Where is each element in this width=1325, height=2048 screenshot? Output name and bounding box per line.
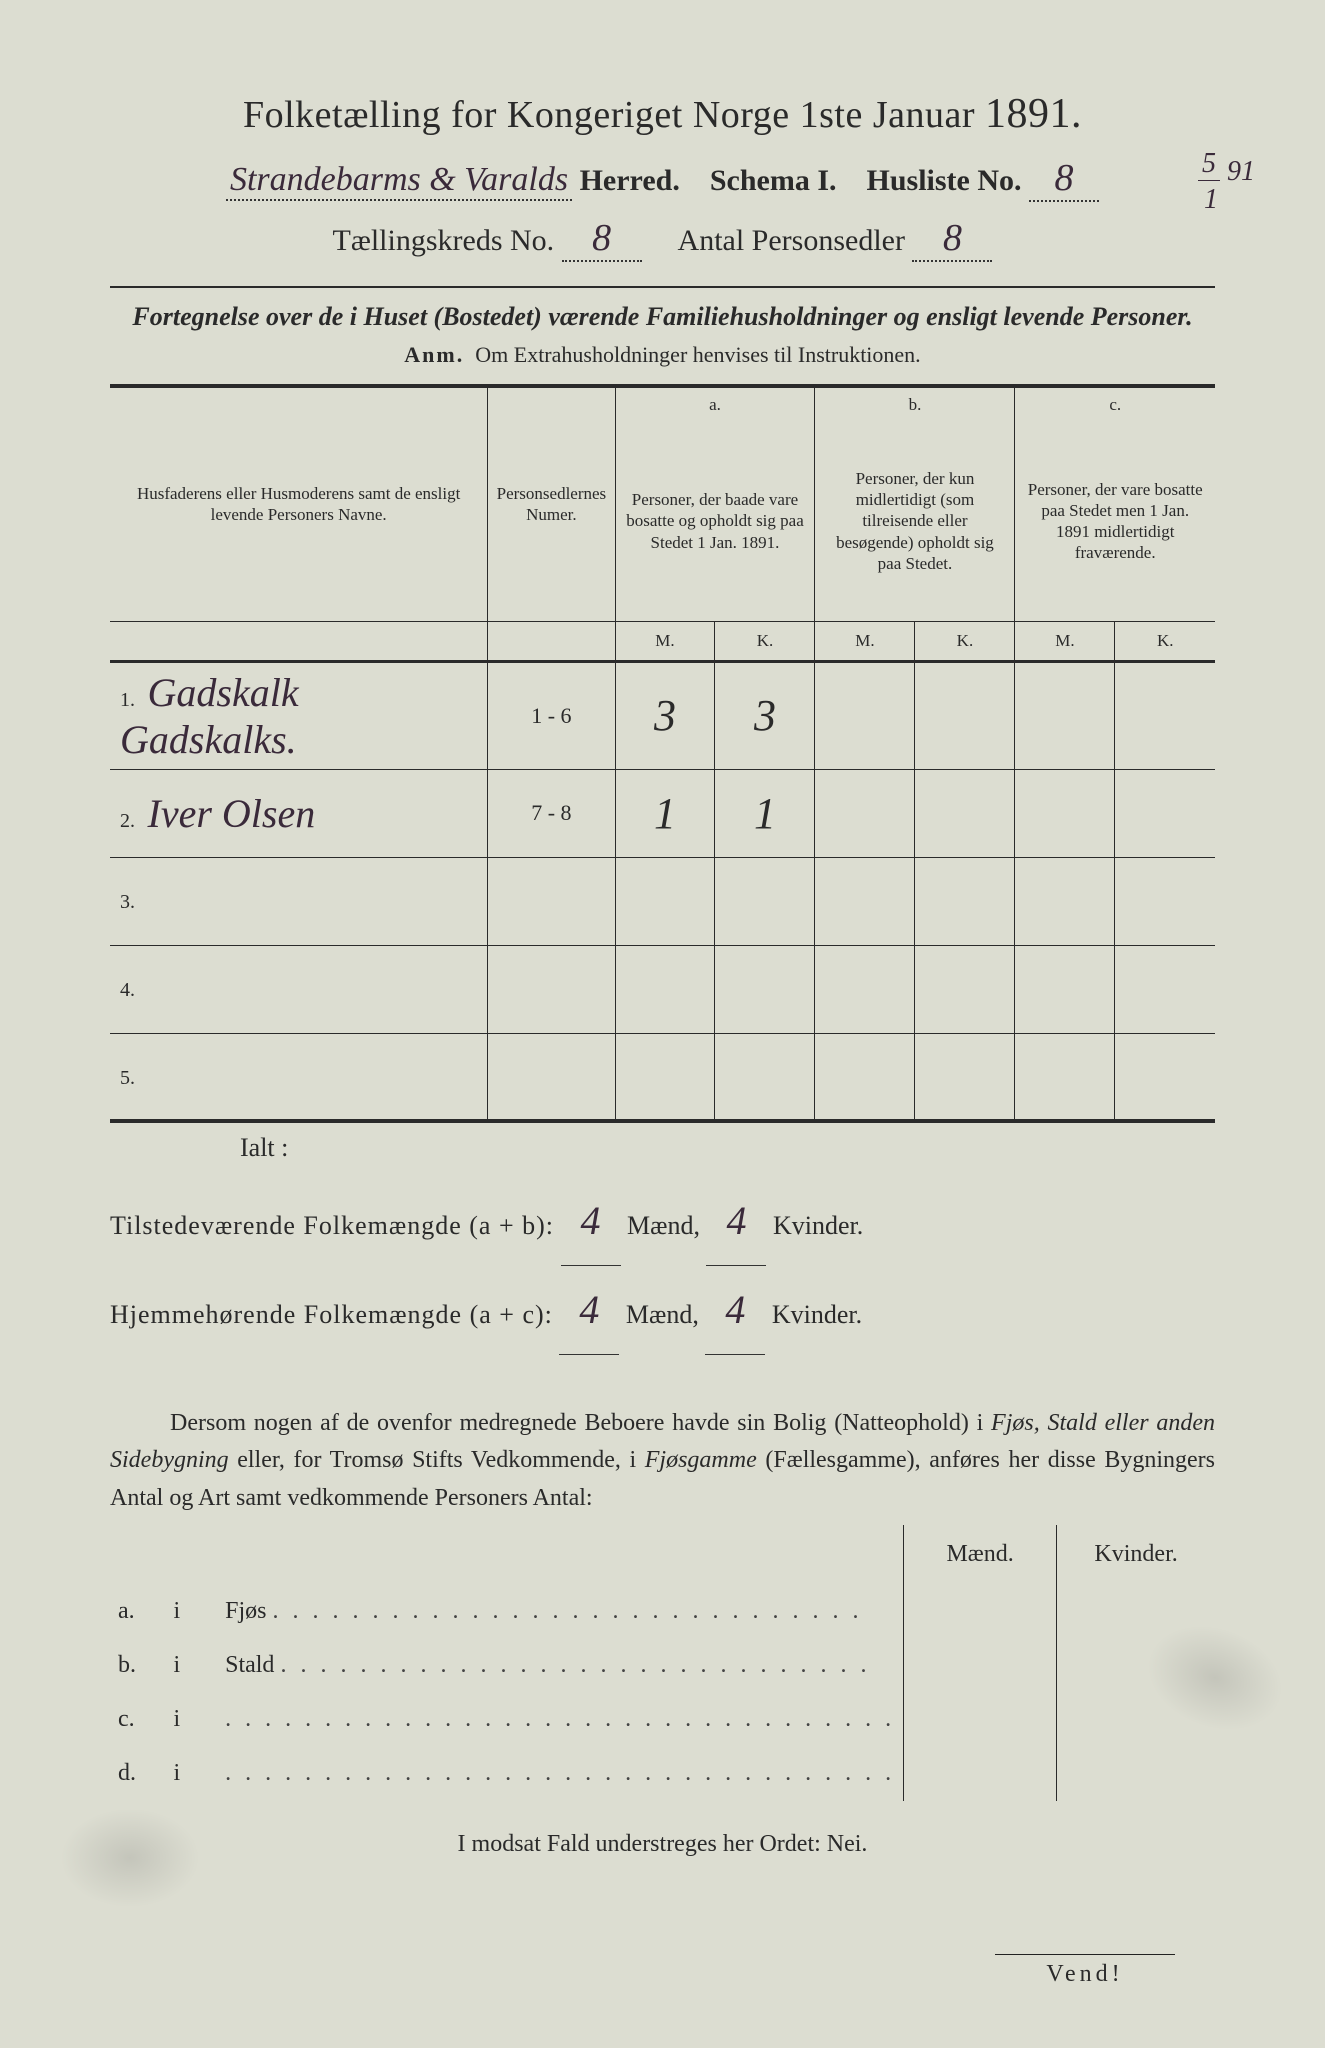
val-a-k: 3 bbox=[754, 691, 776, 740]
bygn-i: i bbox=[165, 1747, 217, 1801]
person-name: Gadskalk Gadskalks. bbox=[120, 670, 299, 762]
bygn-key: b. bbox=[110, 1639, 165, 1693]
col-b-m: M. bbox=[815, 621, 915, 661]
title-main: Folketælling for Kongeriget Norge 1ste J… bbox=[243, 94, 975, 136]
col-nums-heading: Personsedlernes Numer. bbox=[488, 386, 615, 621]
table-row: 1. Gadskalk Gadskalks. 1 - 6 3 3 bbox=[110, 661, 1215, 769]
col-b-k: K. bbox=[915, 621, 1015, 661]
totals-line-2: Hjemmehørende Folkemængde (a + c): 4 Mæn… bbox=[110, 1266, 1215, 1355]
line2-kvinder: 4 bbox=[705, 1266, 765, 1355]
bygn-row: a. i Fjøs . . . . . . . . . . . . . . . … bbox=[110, 1585, 1215, 1639]
date-right: 91 bbox=[1227, 156, 1255, 187]
husliste-no: 8 bbox=[1029, 156, 1099, 202]
totals-line-1: Tilstedeværende Folkemængde (a + b): 4 M… bbox=[110, 1177, 1215, 1266]
census-title: Folketælling for Kongeriget Norge 1ste J… bbox=[110, 90, 1215, 138]
table-row: 3. bbox=[110, 857, 1215, 945]
bygn-key: d. bbox=[110, 1747, 165, 1801]
bygn-key: a. bbox=[110, 1585, 165, 1639]
footer-nei-line: I modsat Fald understreges her Ordet: Ne… bbox=[110, 1831, 1215, 1858]
col-a-k: K. bbox=[715, 621, 815, 661]
bygn-kvinder-head: Kvinder. bbox=[1057, 1525, 1215, 1585]
antal-no: 8 bbox=[912, 216, 992, 262]
col-a-heading: Personer, der baade vare bosatte og opho… bbox=[615, 421, 815, 621]
date-bottom: 1 bbox=[1198, 184, 1255, 216]
val-a-m: 1 bbox=[654, 789, 676, 838]
kreds-label: Tællingskreds No. bbox=[333, 224, 555, 257]
bygn-label: . . . . . . . . . . . . . . . . . . . . … bbox=[217, 1693, 904, 1747]
person-nums: 7 - 8 bbox=[488, 769, 615, 857]
bygn-label: . . . . . . . . . . . . . . . . . . . . … bbox=[217, 1747, 904, 1801]
col-names-heading: Husfaderens eller Husmoderens samt de en… bbox=[110, 386, 488, 621]
line1-kvinder: 4 bbox=[706, 1177, 766, 1266]
row-num: 5. bbox=[120, 1067, 142, 1090]
para-i2: Fjøsgamme bbox=[645, 1447, 757, 1473]
col-a-label: a. bbox=[615, 386, 815, 421]
title-year: 1891. bbox=[985, 91, 1082, 137]
anm-line: Anm. Om Extrahusholdninger henvises til … bbox=[110, 342, 1215, 368]
form-subtitle: Fortegnelse over de i Huset (Bostedet) v… bbox=[110, 302, 1215, 332]
husliste-label: Husliste No. bbox=[867, 164, 1022, 197]
totals-block: Tilstedeværende Folkemængde (a + b): 4 M… bbox=[110, 1177, 1215, 1355]
antal-label: Antal Personsedler bbox=[678, 224, 905, 257]
para-t2: eller, for Tromsø Stifts Vedkommende, i bbox=[229, 1447, 645, 1473]
col-b-heading: Personer, der kun midlertidigt (som tilr… bbox=[815, 421, 1015, 621]
table-row: 4. bbox=[110, 945, 1215, 1033]
col-c-heading: Personer, der vare bosatte paa Stedet me… bbox=[1015, 421, 1215, 621]
ink-smudge bbox=[60, 1808, 200, 1908]
bygn-i: i bbox=[165, 1639, 217, 1693]
table-row: 2. Iver Olsen 7 - 8 1 1 bbox=[110, 769, 1215, 857]
maend-label: Mænd, bbox=[627, 1211, 700, 1240]
bygn-label: Stald . . . . . . . . . . . . . . . . . … bbox=[217, 1639, 904, 1693]
vend-label: Vend! bbox=[995, 1954, 1175, 1988]
col-c-label: c. bbox=[1015, 386, 1215, 421]
anm-text: Om Extrahusholdninger henvises til Instr… bbox=[475, 342, 920, 367]
date-top: 5 bbox=[1198, 148, 1220, 181]
row-num: 3. bbox=[120, 891, 142, 914]
col-c-k: K. bbox=[1115, 621, 1215, 661]
bygn-i: i bbox=[165, 1585, 217, 1639]
bygn-row: c. i . . . . . . . . . . . . . . . . . .… bbox=[110, 1693, 1215, 1747]
row-num: 1. bbox=[120, 689, 142, 712]
person-nums: 1 - 6 bbox=[488, 661, 615, 769]
header-line-2: Tællingskreds No. 8 Antal Personsedler 8 bbox=[110, 216, 1215, 262]
line2-label: Hjemmehørende Folkemængde (a + c): bbox=[110, 1300, 553, 1329]
col-c-m: M. bbox=[1015, 621, 1115, 661]
col-b-label: b. bbox=[815, 386, 1015, 421]
bygn-label: Fjøs . . . . . . . . . . . . . . . . . .… bbox=[217, 1585, 904, 1639]
kreds-no: 8 bbox=[562, 216, 642, 262]
line1-label: Tilstedeværende Folkemængde (a + b): bbox=[110, 1211, 554, 1240]
herred-handwritten: Strandebarms & Varalds bbox=[226, 161, 572, 201]
table-row: 5. bbox=[110, 1033, 1215, 1121]
col-a-m: M. bbox=[615, 621, 715, 661]
bygn-maend-head: Mænd. bbox=[904, 1525, 1057, 1585]
bygninger-paragraph: Dersom nogen af de ovenfor medregnede Be… bbox=[110, 1405, 1215, 1517]
anm-bold: Anm. bbox=[404, 342, 464, 367]
maend-label: Mænd, bbox=[626, 1300, 699, 1329]
bygninger-table: Mænd. Kvinder. a. i Fjøs . . . . . . . .… bbox=[110, 1525, 1215, 1801]
schema-label: Schema I. bbox=[710, 164, 837, 197]
row-num: 2. bbox=[120, 810, 142, 833]
margin-date-annotation: 5 91 1 bbox=[1198, 148, 1255, 216]
header-line-1: Strandebarms & Varalds Herred. Schema I.… bbox=[110, 156, 1215, 202]
val-a-k: 1 bbox=[754, 789, 776, 838]
para-t1: Dersom nogen af de ovenfor medregnede Be… bbox=[170, 1410, 991, 1436]
bygn-i: i bbox=[165, 1693, 217, 1747]
bygn-row: b. i Stald . . . . . . . . . . . . . . .… bbox=[110, 1639, 1215, 1693]
line1-maend: 4 bbox=[561, 1177, 621, 1266]
kvinder-label: Kvinder. bbox=[772, 1300, 862, 1329]
val-a-m: 3 bbox=[654, 691, 676, 740]
household-table: Husfaderens eller Husmoderens samt de en… bbox=[110, 384, 1215, 1123]
row-num: 4. bbox=[120, 979, 142, 1002]
person-name: Iver Olsen bbox=[148, 791, 316, 836]
herred-label: Herred. bbox=[580, 164, 680, 197]
bygn-row: d. i . . . . . . . . . . . . . . . . . .… bbox=[110, 1747, 1215, 1801]
line2-maend: 4 bbox=[559, 1266, 619, 1355]
kvinder-label: Kvinder. bbox=[773, 1211, 863, 1240]
ialt-label: Ialt : bbox=[110, 1133, 1215, 1163]
bygn-key: c. bbox=[110, 1693, 165, 1747]
